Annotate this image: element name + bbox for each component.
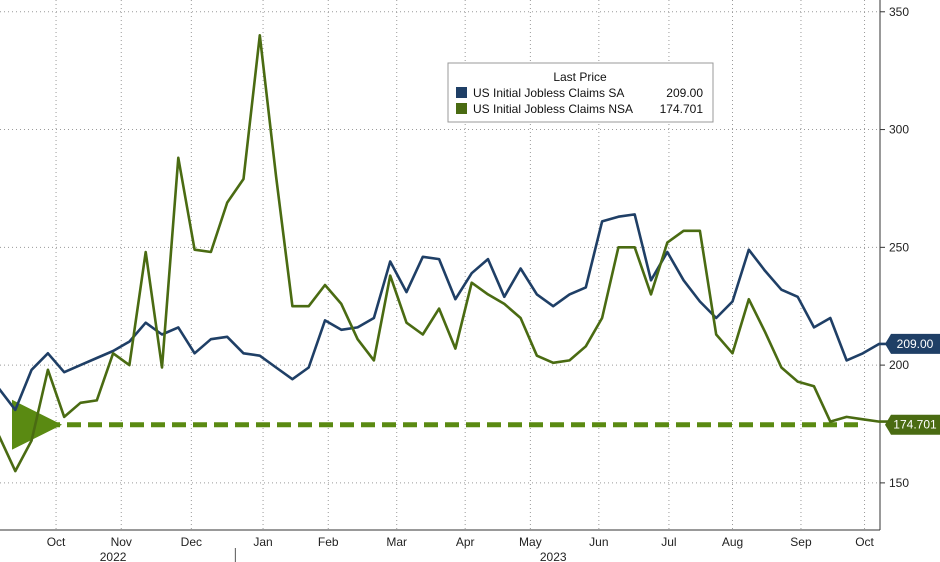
legend-box bbox=[447, 62, 714, 123]
y-tick-label: 300 bbox=[889, 123, 909, 137]
value-tag-bg bbox=[885, 333, 940, 354]
x-tick-label: Nov bbox=[111, 535, 132, 549]
series-layer bbox=[0, 33, 896, 473]
x-tick-label: Jan bbox=[253, 535, 272, 549]
x-tick-label: Mar bbox=[386, 535, 407, 549]
legend-title: Last Price bbox=[553, 70, 607, 84]
value-tag-label: 209.00 bbox=[897, 337, 934, 351]
value-tags: 209.00 174.701 bbox=[885, 333, 940, 435]
legend-value-nsa: 174.701 bbox=[660, 102, 704, 116]
value-tag-bg bbox=[885, 414, 940, 435]
series-line-nsa bbox=[0, 33, 896, 473]
x-tick-label: Jun bbox=[589, 535, 608, 549]
x-tick-label: Dec bbox=[181, 535, 202, 549]
x-tick-label: Feb bbox=[318, 535, 339, 549]
x-tick-label: May bbox=[519, 535, 542, 549]
year-label: 2023 bbox=[540, 550, 567, 562]
x-tick-label: Sep bbox=[790, 535, 812, 549]
legend-value-sa: 209.00 bbox=[666, 86, 703, 100]
legend-entry-sa: US Initial Jobless Claims SA bbox=[473, 86, 624, 100]
axes: 150 200 250 300 350 Oct Nov Dec Jan Feb Mar Apr May J… bbox=[0, 0, 909, 562]
x-tick-label: Jul bbox=[661, 535, 676, 549]
legend-swatch-sa bbox=[456, 87, 467, 98]
value-tag-label: 174.701 bbox=[893, 418, 937, 432]
y-tick-label: 250 bbox=[889, 240, 909, 254]
x-tick-label: Aug bbox=[722, 535, 743, 549]
x-tick-label: Oct bbox=[855, 535, 874, 549]
legend-entry-nsa: US Initial Jobless Claims NSA bbox=[473, 102, 633, 116]
y-tick-label: 150 bbox=[889, 476, 909, 490]
x-tick-label: Apr bbox=[456, 535, 475, 549]
year-label: 2022 bbox=[100, 550, 127, 562]
grid bbox=[0, 0, 880, 530]
x-tick-label: Oct bbox=[47, 535, 66, 549]
series-line-sa bbox=[0, 213, 896, 412]
legend: Last Price US Initial Jobless Claims SA … bbox=[447, 62, 714, 123]
y-tick-label: 200 bbox=[889, 358, 909, 372]
legend-swatch-nsa bbox=[456, 103, 467, 114]
y-tick-label: 350 bbox=[889, 5, 909, 19]
